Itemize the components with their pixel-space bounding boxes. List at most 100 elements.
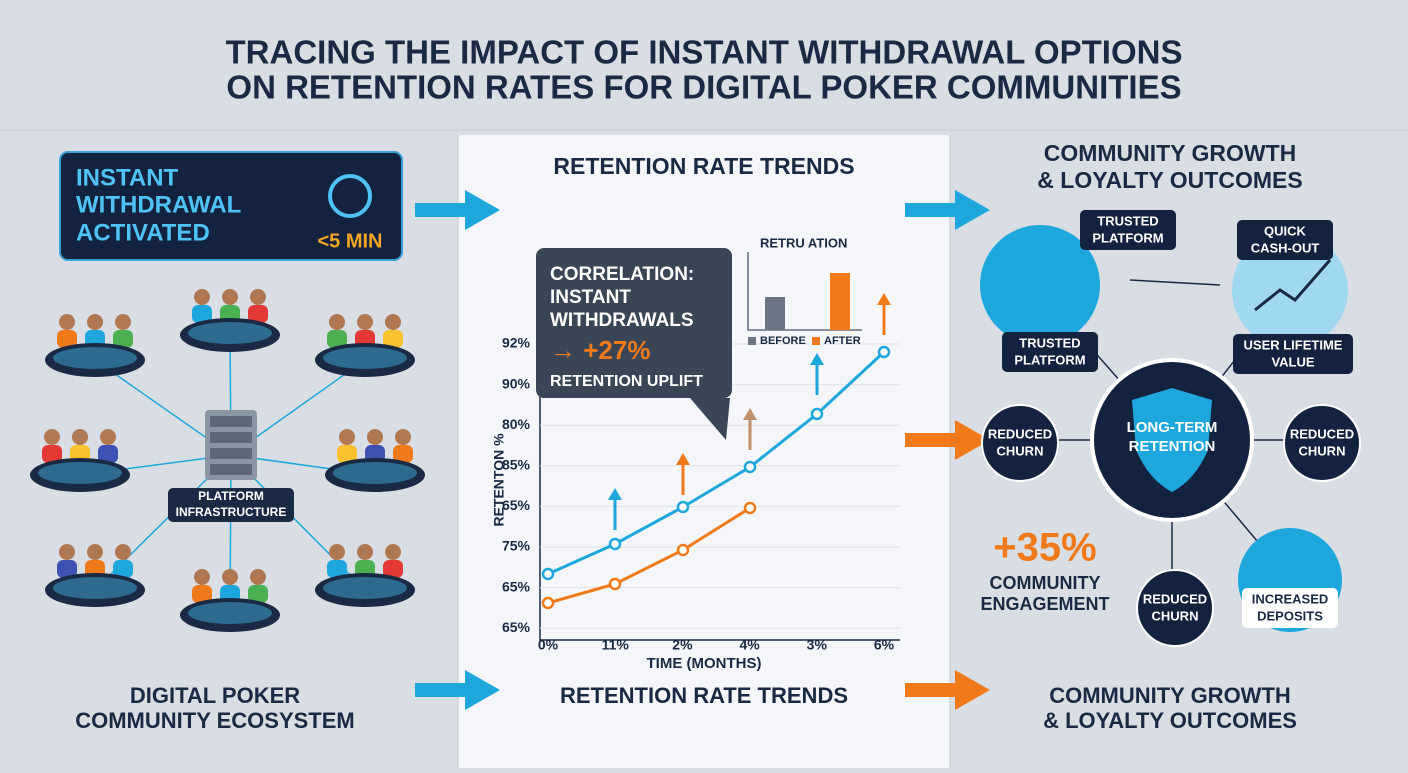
server	[210, 464, 252, 475]
callout-text: CORRELATION:	[550, 264, 694, 285]
y-label: 75%	[502, 538, 531, 554]
poker-table	[38, 462, 122, 484]
middle-panel	[458, 135, 950, 768]
person	[87, 544, 103, 560]
legend-label: AFTER	[824, 335, 861, 347]
node-label: PLATFORM	[1014, 352, 1085, 367]
x-label: 4%	[739, 637, 760, 653]
legend-swatch	[748, 337, 756, 345]
person	[194, 569, 210, 585]
node-label: USER LIFETIME	[1244, 337, 1343, 352]
arrow	[415, 670, 500, 710]
poker-table	[333, 462, 417, 484]
poker-table	[188, 322, 272, 344]
arrow	[905, 190, 990, 230]
x-axis-title: TIME (MONTHS)	[647, 655, 762, 672]
server	[210, 432, 252, 443]
footer: DIGITAL POKER	[130, 683, 300, 708]
person	[250, 289, 266, 305]
mini-bar	[765, 297, 785, 330]
person	[385, 314, 401, 330]
person	[393, 445, 413, 463]
footer: COMMUNITY ECOSYSTEM	[75, 708, 355, 733]
person	[327, 560, 347, 578]
node-box	[1002, 332, 1098, 372]
person	[327, 330, 347, 348]
badge-text: ACTIVATED	[76, 219, 210, 246]
person	[59, 314, 75, 330]
person	[113, 330, 133, 348]
footer: COMMUNITY GROWTH	[1049, 683, 1291, 708]
x-label: 2%	[672, 637, 693, 653]
person	[42, 445, 62, 463]
person	[113, 560, 133, 578]
badge	[59, 151, 403, 261]
node-label: QUICK	[1264, 223, 1307, 238]
server	[210, 416, 252, 427]
person	[72, 429, 88, 445]
link	[1129, 279, 1221, 286]
node-label: CASH-OUT	[1251, 240, 1320, 255]
axis-labels: 92% 90% 80% 85% 65% 75% 65% 65% 0% 11% 2% 4% 3% 6%	[502, 335, 895, 653]
trend-point	[743, 501, 757, 515]
person	[194, 289, 210, 305]
trend-point	[676, 543, 690, 557]
person	[337, 445, 357, 463]
trend-point	[608, 577, 622, 591]
node-label: PLATFORM	[1092, 230, 1163, 245]
node-label: REDUCED	[1143, 591, 1207, 606]
mini-bar	[830, 273, 850, 330]
person	[339, 429, 355, 445]
y-label: 92%	[502, 335, 531, 351]
person	[59, 544, 75, 560]
person	[87, 314, 103, 330]
x-label: 3%	[807, 637, 828, 653]
callout	[536, 248, 732, 398]
decoration	[0, 129, 1408, 768]
server	[205, 410, 257, 480]
x-label: 6%	[874, 637, 895, 653]
node-label: CHURN	[997, 443, 1044, 458]
poker-table	[188, 602, 272, 624]
node-label: DEPOSITS	[1257, 608, 1323, 623]
shield	[1132, 388, 1212, 492]
plot-axis	[539, 330, 900, 641]
arrow	[415, 190, 500, 230]
person	[192, 585, 212, 603]
callout-text: RETENTION UPLIFT	[550, 373, 703, 390]
person	[115, 544, 131, 560]
trend-point	[810, 407, 824, 421]
footer: & LOYALTY OUTCOMES	[1043, 708, 1297, 733]
engagement-label: ENGAGEMENT	[980, 594, 1109, 614]
person	[385, 544, 401, 560]
person	[222, 289, 238, 305]
person	[192, 305, 212, 323]
person	[357, 314, 373, 330]
uplift-arrow	[810, 353, 824, 365]
y-label: 65%	[502, 619, 531, 635]
person	[367, 429, 383, 445]
person	[222, 569, 238, 585]
uplift-arrow	[608, 488, 622, 500]
y-label: 65%	[502, 497, 531, 513]
trend-point	[608, 537, 622, 551]
churn-node	[1283, 404, 1361, 482]
node-box	[1242, 588, 1338, 628]
person	[115, 314, 131, 330]
chart-icon	[1254, 259, 1332, 312]
uplift-arrow	[877, 293, 891, 305]
legend-label: BEFORE	[760, 335, 806, 347]
node-box	[1237, 220, 1333, 260]
y-label: 65%	[502, 578, 531, 594]
title: TRACING THE IMPACT OF INSTANT WITHDRAWAL…	[226, 34, 1183, 71]
heading: COMMUNITY GROWTH	[1044, 140, 1297, 166]
person	[57, 330, 77, 348]
person	[357, 544, 373, 560]
uplift-arrow	[743, 408, 757, 420]
x-label: 0%	[538, 637, 559, 653]
arrow	[905, 420, 990, 460]
churn-node	[1136, 569, 1214, 647]
trend-point	[743, 460, 757, 474]
hub-label: INFRASTRUCTURE	[176, 505, 287, 519]
